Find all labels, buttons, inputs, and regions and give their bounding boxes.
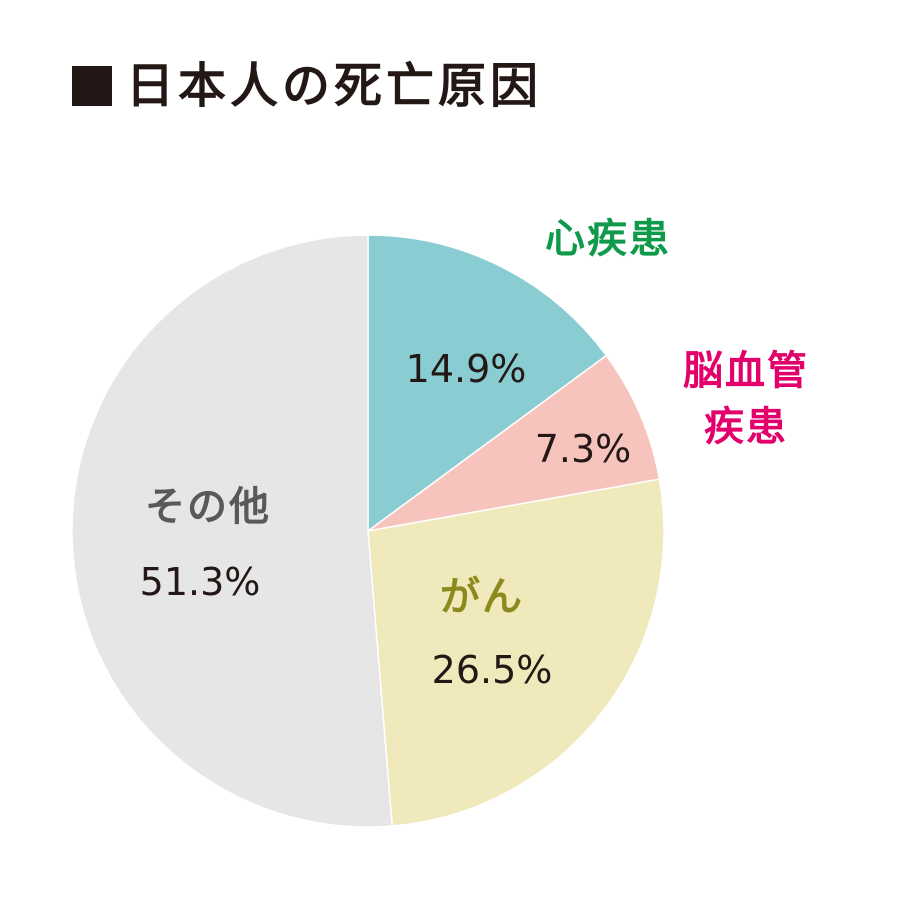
pie-slice-cancer — [367, 478, 665, 827]
value-label-cancer: 26.5% — [432, 648, 553, 692]
value-label-heart-disease: 14.9% — [406, 347, 527, 391]
pie-slice-cerebrovascular-disease — [367, 354, 661, 532]
pie-slice-heart-disease — [367, 234, 608, 533]
pie-slice-other — [71, 234, 393, 828]
value-label-cerebrovascular-disease: 7.3% — [535, 427, 632, 471]
category-label-other: その他 — [145, 484, 271, 530]
chart-title-text: 日本人の死亡原因 — [126, 58, 543, 114]
value-label-other: 51.3% — [140, 560, 261, 604]
title-square-marker — [72, 66, 112, 106]
chart-title: 日本人の死亡原因 — [72, 62, 542, 110]
category-label-cancer: がん — [440, 574, 524, 620]
category-label-heart-disease: 心疾患 — [545, 216, 671, 262]
category-label-cerebrovascular-disease: 脳血管疾患 — [683, 348, 809, 450]
